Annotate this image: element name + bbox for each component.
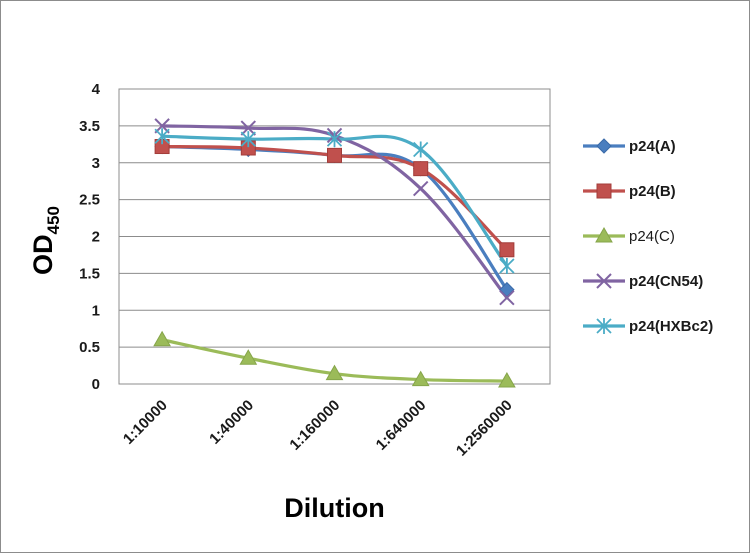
legend-label: p24(HXBc2) (629, 318, 713, 335)
x-tick-label: 1:2560000 (453, 397, 516, 460)
y-tick-label: 1 (92, 302, 100, 319)
legend-label: p24(C) (629, 228, 675, 245)
legend-entry-p24-c: p24(C) (583, 226, 675, 245)
data-point-p24-hxbc2 (240, 131, 256, 148)
x-axis-title: Dilution (284, 493, 384, 523)
x-tick-label: 1:40000 (206, 397, 257, 448)
y-axis-ticks: 0 0.5 1 1.5 2 2.5 3 3.5 4 (79, 81, 101, 393)
legend-entry-p24-hxbc2: p24(HXBc2) (583, 318, 713, 335)
y-axis-title: OD450 (28, 206, 63, 275)
y-tick-label: 2.5 (79, 192, 100, 209)
legend-marker-p24-hxbc2 (596, 318, 612, 334)
legend-entry-p24-cn54: p24(CN54) (583, 273, 703, 290)
data-point-p24-hxbc2 (326, 131, 343, 148)
y-tick-label: 1.5 (79, 265, 100, 282)
data-point-p24-hxbc2 (413, 141, 429, 158)
y-tick-label: 0.5 (79, 339, 100, 356)
legend-label: p24(A) (629, 138, 676, 155)
y-tick-label: 3 (92, 155, 100, 172)
series-markers (153, 118, 516, 388)
legend: p24(A) p24(B) p24(C) p24(CN54) p24(HXBc2) (583, 138, 713, 335)
legend-marker-p24-a (596, 138, 612, 154)
data-point-p24-c (411, 370, 430, 387)
data-point-p24-b (499, 242, 515, 258)
data-point-p24-b (413, 161, 429, 177)
x-axis-ticks: 1:10000 1:40000 1:160000 1:640000 1:2560000 (120, 397, 516, 460)
legend-marker-p24-c (595, 226, 613, 243)
series-line-p24-cn54 (160, 124, 509, 300)
legend-marker-p24-b (596, 183, 612, 199)
data-point-p24-cn54 (499, 290, 515, 306)
legend-entry-p24-b: p24(B) (583, 183, 676, 200)
data-point-p24-c (153, 330, 171, 347)
y-tick-label: 2 (92, 229, 100, 246)
y-tick-label: 0 (92, 376, 100, 393)
data-point-p24-c (239, 349, 258, 365)
legend-label: p24(CN54) (629, 273, 703, 290)
plot-area (118, 88, 551, 385)
x-tick-label: 1:640000 (373, 397, 430, 454)
legend-label: p24(B) (629, 183, 676, 200)
y-axis-title-main: OD (28, 234, 58, 275)
x-tick-label: 1:10000 (120, 397, 171, 448)
data-point-p24-b (327, 147, 342, 163)
data-point-p24-cn54 (412, 180, 429, 197)
data-point-p24-c (325, 364, 344, 381)
x-tick-label: 1:160000 (286, 397, 343, 454)
data-point-p24-cn54 (240, 120, 257, 136)
y-axis-title-subscript: 450 (44, 206, 63, 234)
data-point-p24-c (498, 372, 516, 388)
series-lines (160, 124, 509, 383)
y-tick-label: 3.5 (79, 118, 100, 135)
data-point-p24-hxbc2 (499, 258, 515, 274)
series-line-p24-a (160, 144, 509, 292)
y-tick-label: 4 (92, 81, 101, 98)
legend-entry-p24-a: p24(A) (583, 138, 676, 155)
data-point-p24-hxbc2 (154, 128, 170, 145)
legend-marker-p24-cn54 (596, 273, 612, 289)
